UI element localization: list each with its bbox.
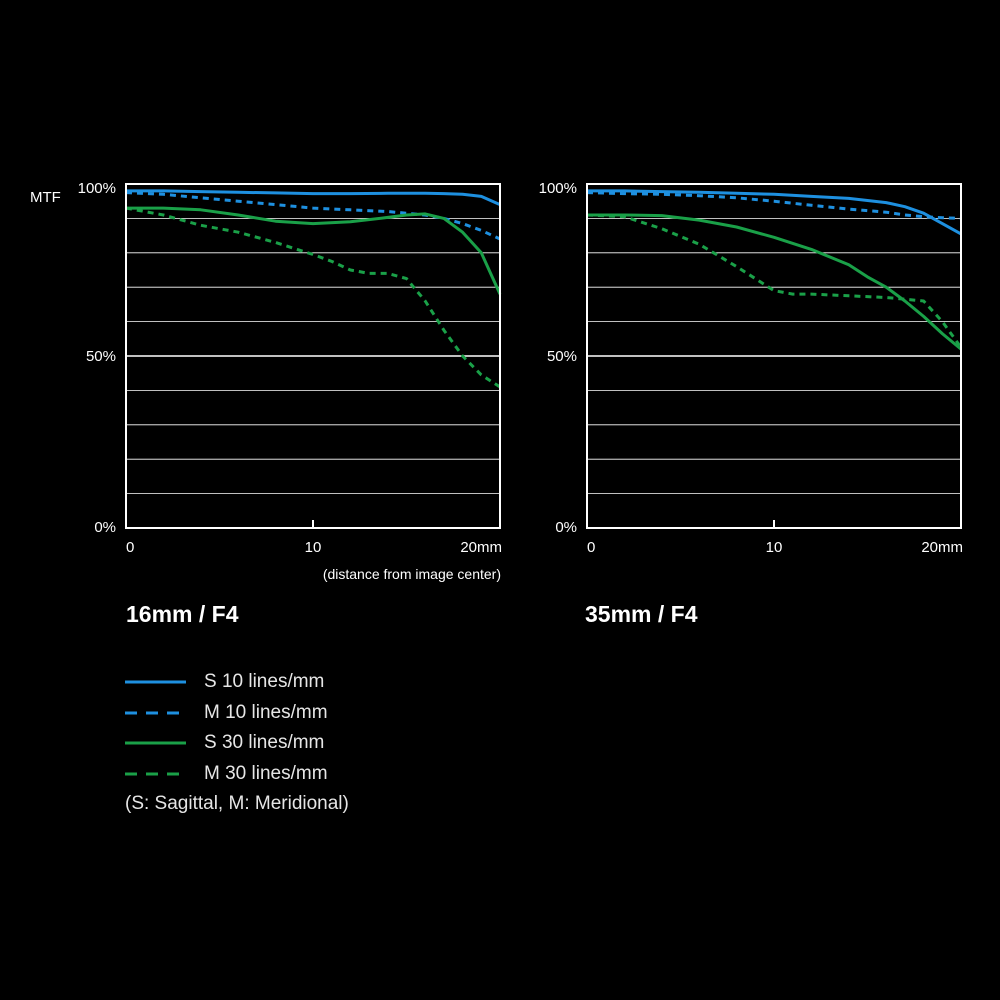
x-tick-label-0: 0 (126, 539, 134, 556)
grid-16mm (126, 217, 500, 495)
chart-16mm: 0 10 20mm 0% 50% 100% MTF (distance from imag… (30, 180, 502, 627)
chart-35mm: 0 10 20mm 0% 50% 100% 35mm / F4 (539, 180, 963, 627)
legend-label-m10: M 10 lines/mm (204, 702, 328, 723)
y-tick-label-100: 100% (78, 180, 116, 197)
series-line-m10-16mm (125, 191, 501, 241)
x-tick-label-0: 0 (587, 539, 595, 556)
legend: S 10 lines/mm M 10 lines/mm S 30 lines/m… (125, 671, 349, 814)
x-tick-label-10: 10 (305, 539, 322, 556)
chart-title-16mm: 16mm / F4 (126, 601, 239, 627)
y-axis-label: MTF (30, 189, 61, 206)
legend-label-m30: M 30 lines/mm (204, 763, 328, 784)
series-line-s30-35mm (587, 213, 962, 351)
x-tick-label-10: 10 (766, 539, 783, 556)
x-tick-label-20: 20mm (460, 539, 502, 556)
series-line-m30-16mm (125, 206, 501, 389)
series-line-m10-35mm (586, 191, 962, 220)
y-tick-label-50: 50% (86, 348, 116, 365)
legend-label-s30: S 30 lines/mm (204, 732, 324, 753)
series-line-s10-35mm (587, 189, 962, 236)
x-tick-label-20: 20mm (921, 539, 963, 556)
y-tick-label-100: 100% (539, 180, 577, 197)
y-tick-label-0: 0% (555, 519, 577, 536)
legend-note: (S: Sagittal, M: Meridional) (125, 793, 349, 814)
series-line-s10-16mm (126, 189, 501, 206)
grid-35mm (587, 217, 961, 495)
y-tick-label-50: 50% (547, 348, 577, 365)
chart-title-35mm: 35mm / F4 (585, 601, 698, 627)
x-axis-note: (distance from image center) (323, 566, 501, 582)
series-group-16mm (125, 189, 502, 389)
series-group-35mm (586, 189, 963, 351)
series-line-m30-35mm (586, 213, 963, 349)
series-line-s30-16mm (126, 206, 502, 295)
y-tick-label-0: 0% (94, 519, 116, 536)
legend-label-s10: S 10 lines/mm (204, 671, 324, 692)
ticks-16mm: 0 10 20mm 0% 50% 100% (78, 180, 502, 556)
ticks-35mm: 0 10 20mm 0% 50% 100% (539, 180, 963, 556)
